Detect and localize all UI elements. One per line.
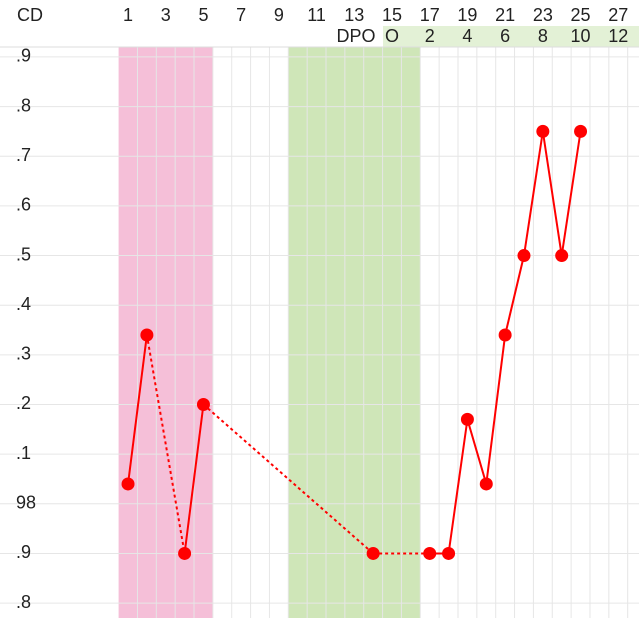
data-point bbox=[479, 477, 493, 491]
y-tick-label: .9 bbox=[16, 46, 31, 66]
data-point bbox=[460, 412, 474, 426]
y-tick-label: .5 bbox=[16, 244, 31, 264]
x-tick-label: 11 bbox=[307, 5, 326, 25]
x2-tick-label: 8 bbox=[538, 26, 548, 46]
x-tick-label: 25 bbox=[571, 5, 591, 25]
data-point bbox=[498, 328, 512, 342]
gap-connector bbox=[145, 334, 186, 554]
phase-band bbox=[288, 47, 421, 618]
data-point bbox=[121, 477, 135, 491]
y-tick-label: .8 bbox=[16, 592, 31, 612]
cd-label: CD bbox=[17, 5, 43, 25]
line-segment bbox=[504, 255, 525, 336]
data-point bbox=[178, 546, 192, 560]
x2-tick-label: 10 bbox=[571, 26, 591, 46]
dpo-label: DPO bbox=[336, 26, 375, 46]
x-tick-label: 17 bbox=[420, 5, 440, 25]
x-tick-label: 13 bbox=[344, 5, 364, 25]
x-tick-label: 5 bbox=[198, 5, 208, 25]
line-segment bbox=[522, 131, 544, 256]
x-tick-label: 21 bbox=[495, 5, 515, 25]
data-point bbox=[423, 546, 437, 560]
line-segment bbox=[541, 131, 563, 256]
y-tick-label: .4 bbox=[16, 294, 31, 314]
line-segment bbox=[466, 419, 488, 485]
x2-tick-label: O bbox=[385, 26, 399, 46]
data-point bbox=[574, 124, 588, 138]
x2-tick-label: 6 bbox=[500, 26, 510, 46]
data-point bbox=[140, 328, 154, 342]
x-tick-label: 15 bbox=[382, 5, 402, 25]
x-tick-label: 27 bbox=[608, 5, 628, 25]
data-point bbox=[366, 546, 380, 560]
y-tick-label: 98 bbox=[16, 493, 36, 513]
data-point bbox=[442, 546, 456, 560]
x2-tick-label: 4 bbox=[462, 26, 472, 46]
phase-band bbox=[118, 47, 213, 618]
x-tick-label: 9 bbox=[274, 5, 284, 25]
line-segment bbox=[447, 419, 469, 554]
x2-tick-label: 12 bbox=[608, 26, 628, 46]
line-segment bbox=[485, 334, 507, 485]
x-tick-label: 3 bbox=[161, 5, 171, 25]
dpo-band bbox=[383, 26, 639, 47]
x-tick-label: 1 bbox=[123, 5, 133, 25]
data-point bbox=[196, 397, 210, 411]
x-tick-label: 19 bbox=[457, 5, 477, 25]
x2-tick-label: 2 bbox=[425, 26, 435, 46]
data-point bbox=[517, 249, 531, 263]
line-segment bbox=[560, 131, 582, 256]
y-tick-label: .6 bbox=[16, 195, 31, 215]
y-tick-label: .1 bbox=[16, 443, 31, 463]
line-segment bbox=[127, 334, 148, 485]
data-point bbox=[555, 249, 569, 263]
y-tick-label: .8 bbox=[16, 95, 31, 115]
y-tick-label: .2 bbox=[16, 393, 31, 413]
x-tick-label: 23 bbox=[533, 5, 553, 25]
y-tick-label: .3 bbox=[16, 344, 31, 364]
gap-connector bbox=[202, 403, 374, 555]
y-tick-label: .7 bbox=[16, 145, 31, 165]
data-point bbox=[536, 124, 550, 138]
x-tick-label: 7 bbox=[236, 5, 246, 25]
y-tick-label: .9 bbox=[16, 542, 31, 562]
line-segment bbox=[183, 404, 205, 554]
